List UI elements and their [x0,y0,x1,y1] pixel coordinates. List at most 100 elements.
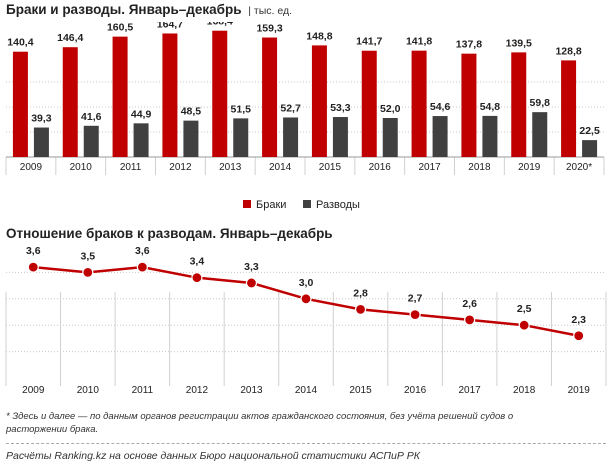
label-marriages: 148,8 [306,30,332,42]
label-divorces: 41,6 [81,111,102,123]
x-tick-label: 2018 [513,385,536,396]
x-tick-label: 2017 [418,162,441,173]
bar-marriages [461,53,477,157]
chart1-title-text: Браки и разводы. Январь–декабрь [6,2,242,17]
footer-divider [6,443,606,444]
legend-swatch-divorces [303,200,311,208]
chart1-unit: | тыс. ед. [248,5,293,17]
x-tick-label: 2016 [369,162,392,173]
ratio-point [409,309,421,321]
label-divorces: 48,5 [181,106,202,118]
ratio-point [27,261,39,273]
label-divorces: 53,3 [330,102,351,114]
chart1-title: Браки и разводы. Январь–декабрь | тыс. е… [6,2,292,17]
ratio-label: 2,6 [462,298,477,310]
bar-marriages [311,45,327,157]
ratio-label: 3,5 [81,250,96,262]
label-marriages: 164,7 [157,22,183,30]
x-tick-label: 2020* [566,162,592,173]
x-tick-label: 2009 [22,385,45,396]
x-tick-label: 2014 [269,162,292,173]
ratio-point [464,314,476,326]
label-marriages: 139,5 [506,37,532,49]
label-marriages: 140,4 [7,37,33,49]
ratio-label: 3,3 [244,261,259,273]
x-tick-label: 2016 [404,385,427,396]
legend-label-divorces: Разводы [316,199,360,211]
bar-marriages [62,47,78,158]
label-marriages: 141,8 [406,36,432,48]
x-tick-label: 2019 [518,162,541,173]
source-note: Расчёты Ranking.kz на основе данных Бюро… [6,450,420,462]
bar-divorces [133,123,149,157]
ratio-label: 3,6 [26,246,41,257]
x-tick-label: 2011 [120,162,142,173]
x-tick-label: 2012 [186,385,209,396]
ratio-label: 2,5 [517,303,532,315]
x-tick-label: 2015 [349,385,372,396]
x-tick-label: 2014 [295,385,318,396]
footnote: * Здесь и далее — по данным органов реги… [6,411,514,435]
label-marriages: 137,8 [456,39,482,51]
ratio-line-chart: 3,6 2009 3,5 2010 3,6 2011 3,4 2012 3,3 2013 3,0 20… [5,246,607,396]
legend-label-marriages: Браки [256,199,286,211]
label-marriages: 160,5 [107,22,133,34]
label-marriages: 141,7 [356,36,382,48]
ratio-label: 2,7 [408,293,423,305]
marriages-divorces-bar-chart: 140,4 39,3 2009 146,4 41,6 2010 160,5 44,9 2011 1… [5,22,605,211]
bar-divorces [482,115,498,157]
x-tick-label: 2017 [459,385,482,396]
ratio-point [573,330,585,342]
bar-marriages [162,33,178,157]
label-divorces: 52,7 [280,102,301,114]
bar-divorces [532,112,548,157]
bar-marriages [511,52,527,157]
ratio-label: 3,0 [299,277,314,289]
bar-marriages [361,50,377,157]
legend-swatch-marriages [243,200,251,208]
bar-divorces [233,118,249,157]
bar-divorces [183,120,199,157]
x-tick-label: 2013 [219,162,242,173]
bar-marriages [12,51,28,158]
bar-divorces [582,140,598,157]
label-divorces: 54,6 [430,101,451,113]
x-tick-label: 2010 [77,385,100,396]
label-divorces: 54,8 [480,101,501,113]
x-tick-label: 2012 [169,162,192,173]
ratio-point [191,272,203,284]
x-tick-label: 2019 [568,385,591,396]
chart2-title: Отношение браков к разводам. Январь–дека… [6,226,333,241]
label-divorces: 59,8 [530,97,551,109]
ratio-point [518,319,530,331]
bar-marriages [212,30,228,158]
label-marriages: 128,8 [555,45,581,57]
x-tick-label: 2018 [468,162,491,173]
label-divorces: 39,3 [31,113,52,125]
ratio-point [82,266,94,278]
ratio-label: 2,3 [571,314,586,326]
ratio-label: 3,4 [190,256,205,268]
bar-marriages [112,36,128,157]
bar-divorces [283,117,299,157]
label-divorces: 52,0 [380,103,401,115]
x-tick-label: 2009 [20,162,43,173]
ratio-point [245,277,258,289]
ratio-point [300,293,312,305]
x-tick-label: 2013 [240,385,263,396]
bar-marriages [561,60,577,157]
x-tick-label: 2010 [70,162,93,173]
ratio-label: 2,8 [353,287,368,299]
label-marriages: 146,4 [57,32,83,44]
ratio-label: 3,6 [135,246,150,257]
label-divorces: 51,5 [231,103,252,115]
bar-divorces [432,116,448,157]
label-marriages: 168,4 [207,22,233,28]
ratio-point [136,261,148,273]
label-marriages: 159,3 [256,23,282,35]
bar-divorces [33,127,49,157]
label-divorces: 44,9 [131,108,152,120]
bar-marriages [411,50,427,157]
bar-marriages [262,37,278,157]
bar-divorces [382,118,398,157]
